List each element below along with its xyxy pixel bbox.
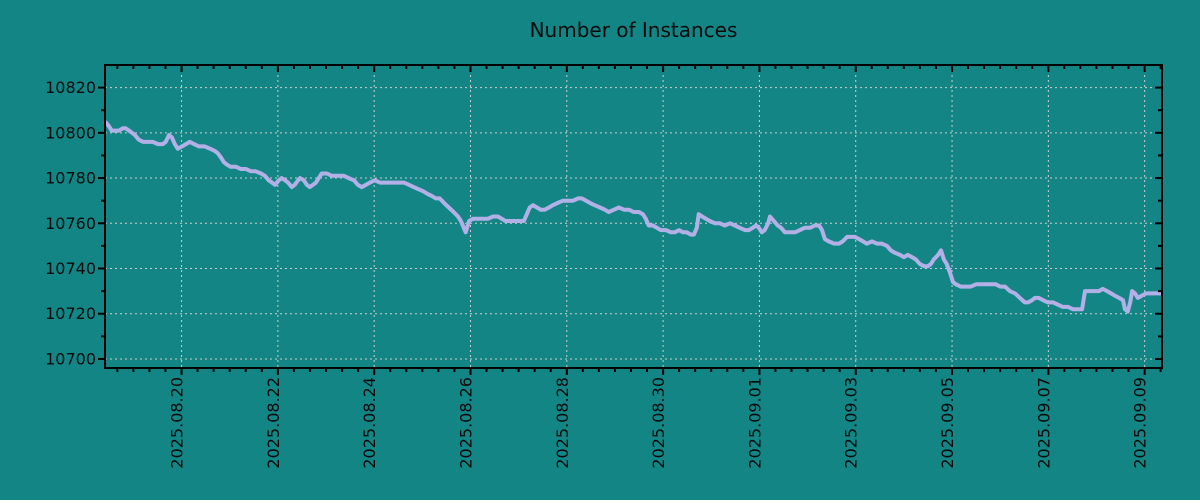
y-tick-label: 10820 bbox=[45, 78, 96, 97]
plot-frame bbox=[104, 64, 1163, 369]
x-tick-label: 2025.09.05 bbox=[938, 377, 957, 469]
y-tick-label: 10800 bbox=[45, 123, 96, 142]
x-tick-label: 2025.08.24 bbox=[360, 377, 379, 469]
x-tick-label: 2025.09.07 bbox=[1034, 377, 1053, 469]
x-tick-label: 2025.09.03 bbox=[842, 377, 861, 469]
y-tick-label: 10780 bbox=[45, 169, 96, 188]
axis-ticks bbox=[98, 65, 1162, 375]
y-tick-label: 10760 bbox=[45, 214, 96, 233]
y-tick-label: 10740 bbox=[45, 259, 96, 278]
x-tick-label: 2025.08.20 bbox=[168, 377, 187, 469]
x-tick-label: 2025.08.22 bbox=[264, 377, 283, 469]
series-line bbox=[103, 120, 1162, 314]
x-tick-label: 2025.08.30 bbox=[649, 377, 668, 469]
chart-title: Number of Instances bbox=[530, 18, 738, 42]
y-tick-label: 10700 bbox=[45, 349, 96, 368]
x-tick-label: 2025.09.09 bbox=[1131, 377, 1150, 469]
axis-labels: 10700 10720 10740 10760 10780 10800 10820 2025.… bbox=[45, 78, 1150, 468]
x-tick-label: 2025.08.28 bbox=[553, 377, 572, 469]
gridlines bbox=[105, 65, 1162, 368]
x-tick-label: 2025.08.26 bbox=[456, 377, 475, 469]
x-tick-label: 2025.09.01 bbox=[745, 377, 764, 469]
series-group bbox=[103, 120, 1162, 314]
y-tick-label: 10720 bbox=[45, 304, 96, 323]
